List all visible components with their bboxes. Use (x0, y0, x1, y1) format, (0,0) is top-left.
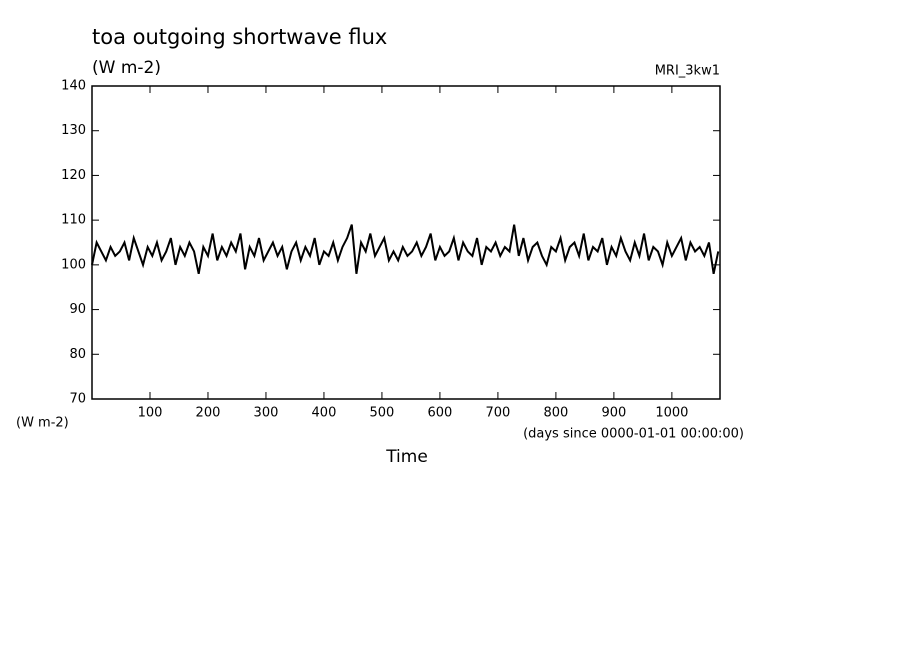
y-tick-label: 140 (61, 79, 86, 94)
x-tick-label: 200 (196, 406, 221, 421)
y-tick-label: 100 (61, 257, 86, 272)
x-tick-label: 300 (254, 406, 279, 421)
x-tick-label: 800 (543, 406, 568, 421)
y-tick-label: 110 (61, 213, 86, 228)
x-tick-label: 400 (312, 406, 337, 421)
x-tick-label: 900 (601, 406, 626, 421)
x-tick-label: 500 (370, 406, 395, 421)
x-tick-label: 1000 (655, 406, 688, 421)
y-tick-label: 130 (61, 123, 86, 138)
chart-title: toa outgoing shortwave flux (92, 25, 387, 49)
dataset-label: MRI_3kw1 (655, 64, 720, 79)
x-tick-label: 100 (138, 406, 163, 421)
plot-frame (91, 85, 721, 400)
x-tick-label: 600 (428, 406, 453, 421)
units: (W m-2) (92, 58, 161, 78)
y-tick-label: 120 (61, 168, 86, 183)
y-axis-label: (W m-2) (16, 416, 69, 431)
y-tick-label: 70 (69, 392, 86, 407)
x-units: (days since 0000-01-01 00:00:00) (523, 427, 744, 442)
x-axis-label: Time (385, 447, 428, 467)
x-tick-label: 700 (485, 406, 510, 421)
y-tick-label: 90 (69, 302, 86, 317)
y-tick-label: 80 (69, 347, 86, 362)
data-line (91, 224, 720, 275)
